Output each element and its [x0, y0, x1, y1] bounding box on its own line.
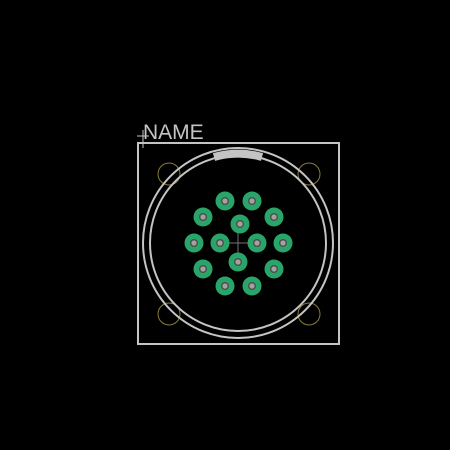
pad — [215, 276, 235, 296]
pad-drill — [254, 240, 260, 246]
mounting-hole — [297, 162, 321, 186]
mounting-hole — [157, 162, 181, 186]
pad — [193, 259, 213, 279]
pad-group — [184, 191, 293, 296]
pad — [215, 191, 235, 211]
connector-outer-ring — [142, 147, 334, 339]
mounting-hole — [297, 302, 321, 326]
connector-body-outline — [137, 142, 340, 345]
pad — [264, 207, 284, 227]
pad — [242, 191, 262, 211]
pad-drill — [235, 259, 241, 265]
pad — [273, 233, 293, 253]
pad-drill — [280, 240, 286, 246]
pad — [242, 276, 262, 296]
pad-drill — [249, 198, 255, 204]
pad — [210, 233, 230, 253]
origin-crosshair-icon — [137, 130, 149, 148]
center-crosshair-icon — [228, 233, 248, 253]
pad-drill — [271, 214, 277, 220]
pad-drill — [222, 198, 228, 204]
pad — [230, 214, 250, 234]
pad — [184, 233, 204, 253]
pad-drill — [271, 266, 277, 272]
pad-drill — [237, 221, 243, 227]
mounting-holes — [157, 162, 321, 326]
pad — [193, 207, 213, 227]
pad-drill — [217, 240, 223, 246]
footprint-name-label: NAME — [143, 121, 204, 144]
pad-drill — [200, 214, 206, 220]
pad-drill — [191, 240, 197, 246]
pad — [247, 233, 267, 253]
pad-drill — [249, 283, 255, 289]
mounting-hole — [157, 302, 181, 326]
pad-drill — [200, 266, 206, 272]
pad-drill — [222, 283, 228, 289]
pad — [228, 252, 248, 272]
pad — [264, 259, 284, 279]
polarization-key — [212, 149, 264, 161]
